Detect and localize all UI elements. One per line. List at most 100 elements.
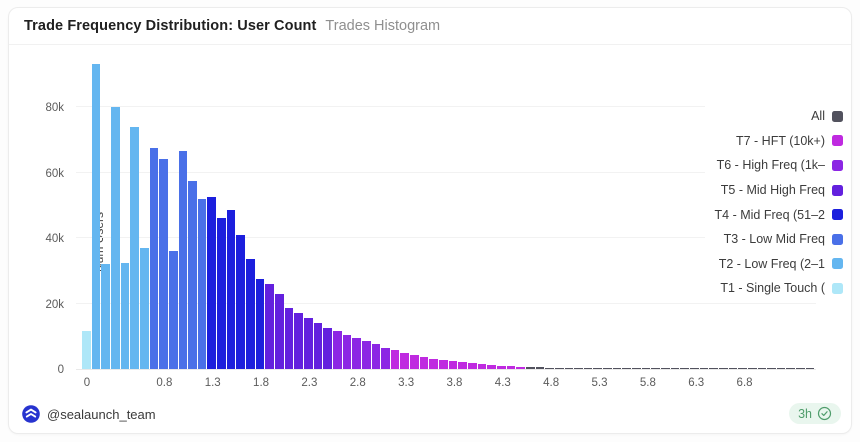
histogram-bar[interactable] — [477, 364, 487, 369]
histogram-bar[interactable] — [284, 308, 294, 369]
histogram-bar[interactable] — [439, 359, 448, 369]
histogram-bar[interactable] — [767, 367, 776, 369]
histogram-bar[interactable] — [342, 334, 352, 369]
histogram-bar[interactable] — [226, 210, 236, 369]
histogram-bar[interactable] — [168, 251, 178, 369]
histogram-bar[interactable] — [207, 197, 217, 369]
histogram-bar[interactable] — [275, 293, 284, 369]
histogram-bar[interactable] — [197, 198, 207, 369]
histogram-bar[interactable] — [381, 347, 390, 369]
histogram-bar[interactable] — [796, 367, 805, 369]
histogram-bar[interactable] — [139, 247, 149, 369]
histogram-bar[interactable] — [313, 323, 323, 369]
histogram-bar[interactable] — [805, 367, 815, 369]
histogram-bar[interactable] — [294, 313, 303, 369]
legend-item-t2[interactable]: T2 - Low Freq (2–1 — [715, 252, 843, 277]
histogram-bar[interactable] — [458, 362, 468, 369]
legend-item-t1[interactable]: T1 - Single Touch ( — [715, 276, 843, 301]
histogram-bar[interactable] — [545, 367, 554, 369]
legend-item-label: T5 - Mid High Freq — [720, 183, 825, 198]
histogram-bar[interactable] — [400, 352, 410, 369]
histogram-bar[interactable] — [718, 367, 728, 369]
histogram-bar[interactable] — [632, 367, 641, 369]
histogram-bar[interactable] — [535, 367, 545, 369]
chart-subtitle: Trades Histogram — [325, 18, 441, 34]
x-tick-label: 6.3 — [688, 377, 705, 389]
x-tick-label: 0 — [83, 377, 91, 389]
histogram-bar[interactable] — [130, 126, 139, 369]
histogram-bar[interactable] — [583, 367, 593, 369]
legend-item-t7[interactable]: T7 - HFT (10k+) — [715, 129, 843, 154]
y-tick-label: 0 — [57, 364, 64, 376]
histogram-bar[interactable] — [747, 367, 757, 369]
histogram-bar[interactable] — [101, 264, 110, 369]
histogram-bar[interactable] — [670, 367, 680, 369]
histogram-bar[interactable] — [468, 363, 477, 369]
legend-item-t4[interactable]: T4 - Mid Freq (51–2 — [715, 202, 843, 227]
histogram-bar[interactable] — [757, 367, 767, 369]
histogram-bar[interactable] — [255, 278, 265, 369]
histogram-bar[interactable] — [419, 356, 429, 369]
histogram-bar[interactable] — [574, 367, 583, 369]
sealaunch-logo-icon — [22, 405, 40, 423]
histogram-bar[interactable] — [593, 367, 603, 369]
histogram-bar[interactable] — [487, 365, 496, 369]
x-tick-label: 3.8 — [446, 377, 463, 389]
histogram-bar[interactable] — [776, 367, 786, 369]
histogram-bar[interactable] — [323, 328, 332, 369]
histogram-bar[interactable] — [265, 283, 275, 369]
histogram-bar[interactable] — [91, 64, 101, 369]
histogram-bar[interactable] — [496, 365, 506, 369]
histogram-bar[interactable] — [390, 350, 400, 369]
verified-check-icon — [817, 406, 832, 421]
legend-item-t6[interactable]: T6 - High Freq (1k– — [715, 153, 843, 178]
histogram-bar[interactable] — [612, 367, 622, 369]
histogram-bar[interactable] — [371, 344, 381, 369]
legend-item-t3[interactable]: T3 - Low Mid Freq — [715, 227, 843, 252]
histogram-bar[interactable] — [641, 367, 651, 369]
histogram-bar[interactable] — [525, 367, 535, 369]
histogram-bar[interactable] — [786, 367, 796, 369]
histogram-bar[interactable] — [303, 318, 313, 369]
histogram-bar[interactable] — [246, 259, 255, 369]
histogram-bar[interactable] — [506, 366, 516, 369]
x-tick-label: 4.8 — [543, 377, 560, 389]
histogram-bar[interactable] — [178, 151, 188, 369]
histogram-bar[interactable] — [448, 361, 458, 369]
legend-item-label: T2 - Low Freq (2–1 — [718, 256, 825, 271]
histogram-bar[interactable] — [661, 367, 670, 369]
histogram-bar[interactable] — [217, 218, 226, 369]
histogram-bar[interactable] — [410, 354, 419, 369]
histogram-bar[interactable] — [352, 337, 361, 369]
histogram-bar[interactable] — [554, 367, 564, 369]
histogram-bar[interactable] — [699, 367, 709, 369]
legend-item-label: T1 - Single Touch ( — [720, 281, 825, 296]
histogram-bar[interactable] — [332, 331, 342, 369]
histogram-bar[interactable] — [159, 159, 168, 369]
histogram-bar[interactable] — [361, 341, 371, 369]
histogram-bar[interactable] — [622, 367, 632, 369]
account-handle: @sealaunch_team — [47, 406, 156, 422]
histogram-bar[interactable] — [236, 234, 246, 369]
histogram-bar[interactable] — [429, 358, 439, 369]
chart-header: Trade Frequency Distribution: User Count… — [9, 8, 851, 45]
histogram-bar[interactable] — [564, 367, 574, 369]
legend-swatch — [832, 233, 843, 245]
histogram-bar[interactable] — [680, 367, 689, 369]
histogram-bar[interactable] — [603, 367, 612, 369]
legend: All T7 - HFT (10k+) T6 - High Freq (1k– T5 … — [704, 102, 847, 303]
histogram-bar[interactable] — [149, 147, 159, 369]
histogram-bar[interactable] — [738, 367, 747, 369]
histogram-bar[interactable] — [651, 367, 661, 369]
histogram-bar[interactable] — [516, 366, 525, 369]
histogram-bar[interactable] — [709, 367, 718, 369]
legend-item-all[interactable]: All — [715, 104, 843, 129]
histogram-bar[interactable] — [120, 262, 130, 369]
histogram-bar[interactable] — [188, 180, 197, 369]
histogram-bar[interactable] — [689, 367, 699, 369]
legend-item-t5[interactable]: T5 - Mid High Freq — [715, 178, 843, 203]
histogram-bar[interactable] — [110, 107, 120, 369]
histogram-bar[interactable] — [82, 331, 91, 369]
histogram-bar[interactable] — [728, 367, 738, 369]
